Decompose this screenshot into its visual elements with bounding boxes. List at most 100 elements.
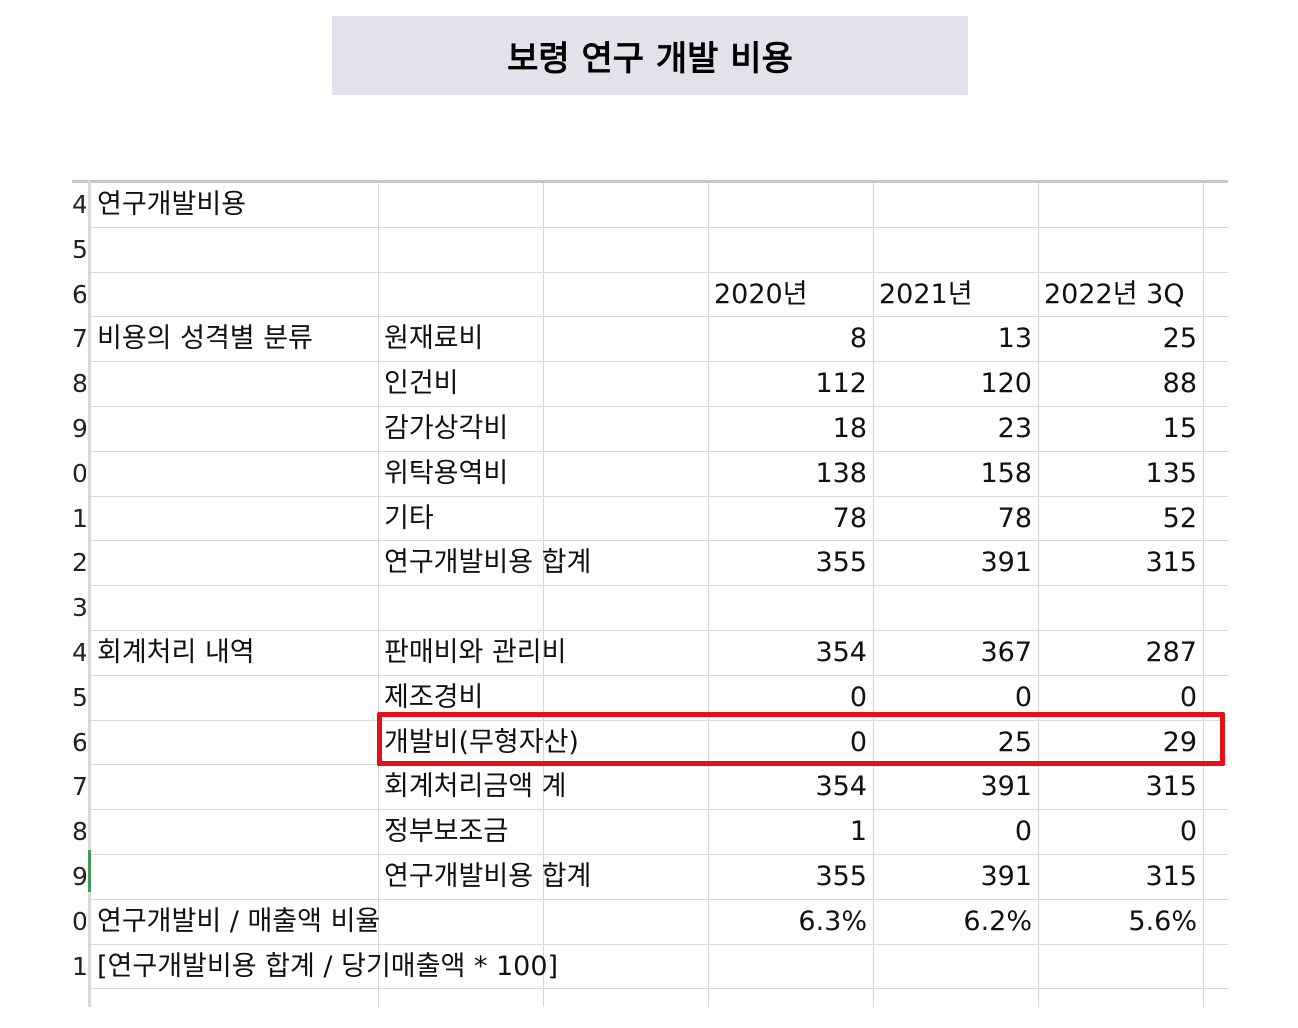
row-number[interactable]: 0 <box>72 906 86 936</box>
row-number[interactable]: 6 <box>72 279 86 309</box>
item-cell[interactable]: 감가상각비 <box>384 413 509 444</box>
value-cell[interactable]: 0 <box>849 726 867 758</box>
item-cell[interactable]: 인건비 <box>384 368 459 400</box>
value-cell[interactable]: 391 <box>980 771 1032 803</box>
value-cell[interactable]: 78 <box>997 502 1032 534</box>
value-cell[interactable]: 25 <box>997 726 1032 758</box>
value-cell[interactable]: 391 <box>980 547 1032 579</box>
value-cell[interactable]: 315 <box>1145 861 1197 892</box>
row-number[interactable]: 0 <box>72 458 86 488</box>
grid-column-line <box>378 183 379 1007</box>
row-number[interactable]: 5 <box>72 682 86 712</box>
grid-row-line <box>91 271 1228 273</box>
item-cell[interactable]: 개발비(무형자산) <box>384 726 579 758</box>
row-number[interactable]: 6 <box>72 727 86 757</box>
row-number[interactable]: 3 <box>72 593 86 623</box>
value-cell[interactable]: 88 <box>1162 368 1197 400</box>
row-header-border <box>88 180 91 1007</box>
grid-row-line <box>91 674 1228 676</box>
value-cell[interactable]: 367 <box>980 637 1032 668</box>
value-cell[interactable]: 355 <box>815 861 867 892</box>
grid-row-line <box>91 854 1228 855</box>
value-cell[interactable]: 120 <box>980 368 1032 400</box>
value-cell[interactable]: 6.2% <box>963 905 1032 937</box>
value-cell[interactable]: 0 <box>1014 681 1032 713</box>
item-cell[interactable]: 정부보조금 <box>384 816 509 848</box>
value-cell[interactable]: 6.3% <box>798 905 867 937</box>
value-cell[interactable]: 23 <box>997 413 1032 444</box>
item-cell[interactable]: 기타 <box>384 502 434 534</box>
spreadsheet[interactable]: 4 연구개발비용 5 6 2020년 2021년 2022년 3Q 7 비용의 성격별 분류 원재… <box>72 175 1228 1007</box>
item-cell[interactable]: 원재료비 <box>384 323 484 355</box>
value-cell[interactable]: 138 <box>815 457 867 489</box>
item-cell[interactable]: 회계처리금액 계 <box>384 771 567 803</box>
value-cell[interactable]: 287 <box>1145 637 1197 668</box>
row-number[interactable]: 5 <box>72 234 86 264</box>
row-number[interactable]: 4 <box>72 638 86 667</box>
grid-row-line <box>91 943 1228 945</box>
row-number[interactable]: 2 <box>72 548 86 578</box>
value-cell[interactable]: 15 <box>1162 413 1197 444</box>
item-cell[interactable]: 판매비와 관리비 <box>384 637 567 668</box>
value-cell[interactable]: 135 <box>1145 457 1197 489</box>
category-cell[interactable]: 비용의 성격별 분류 <box>97 323 313 355</box>
value-cell[interactable]: 354 <box>815 637 867 668</box>
item-cell[interactable]: 연구개발비용 합계 <box>384 861 592 892</box>
value-cell[interactable]: 13 <box>997 323 1032 355</box>
value-cell[interactable]: 5.6% <box>1128 905 1197 937</box>
value-cell[interactable]: 25 <box>1162 323 1197 355</box>
row-number[interactable]: 1 <box>72 503 86 533</box>
grid-column-line <box>1038 183 1039 1007</box>
item-cell[interactable]: 제조경비 <box>384 681 484 713</box>
value-cell[interactable]: 52 <box>1162 502 1197 534</box>
value-cell[interactable]: 355 <box>815 547 867 579</box>
value-cell[interactable]: 0 <box>1179 816 1197 848</box>
item-cell[interactable]: 연구개발비용 합계 <box>384 547 592 579</box>
value-cell[interactable]: 78 <box>832 502 867 534</box>
row-number[interactable]: 7 <box>72 772 86 802</box>
category-cell[interactable]: 회계처리 내역 <box>97 637 255 668</box>
item-cell[interactable]: 위탁용역비 <box>384 457 509 489</box>
row-number[interactable]: 7 <box>72 324 86 354</box>
value-cell[interactable]: 0 <box>1179 681 1197 713</box>
row-number[interactable]: 9 <box>72 414 86 443</box>
grid-row-line <box>91 809 1228 811</box>
row-number[interactable]: 8 <box>72 369 86 399</box>
grid-row-line <box>91 540 1228 542</box>
grid-row-line <box>91 719 1228 721</box>
value-cell[interactable]: 1 <box>849 816 867 848</box>
value-cell[interactable]: 112 <box>815 368 867 400</box>
value-cell[interactable]: 8 <box>849 323 867 355</box>
grid-row-line <box>91 988 1228 990</box>
value-cell[interactable]: 354 <box>815 771 867 803</box>
row-number[interactable]: 4 <box>72 190 86 219</box>
grid-column-line <box>873 183 874 1007</box>
year-header-cell[interactable]: 2021년 <box>879 278 973 310</box>
value-cell[interactable]: 391 <box>980 861 1032 892</box>
grid-row-line <box>91 316 1228 318</box>
value-cell[interactable]: 0 <box>849 681 867 713</box>
category-cell[interactable]: 연구개발비 / 매출액 비율 <box>97 905 381 937</box>
highlight-box-development-cost <box>377 712 1225 766</box>
row-number[interactable]: 8 <box>72 817 86 847</box>
year-header-cell[interactable]: 2022년 3Q <box>1044 278 1185 310</box>
value-cell[interactable]: 158 <box>980 457 1032 489</box>
grid-row-line <box>91 450 1228 452</box>
category-cell[interactable]: [연구개발비용 합계 / 당기매출액 * 100] <box>97 950 559 982</box>
year-header-cell[interactable]: 2020년 <box>714 278 808 310</box>
row-number[interactable]: 1 <box>72 951 86 981</box>
grid-row-line <box>91 406 1228 407</box>
value-cell[interactable]: 315 <box>1145 547 1197 579</box>
value-cell[interactable]: 29 <box>1162 726 1197 758</box>
page-title: 보령 연구 개발 비용 <box>332 16 968 95</box>
row-number[interactable]: 9 <box>72 862 86 891</box>
grid-column-line <box>543 183 544 1007</box>
value-cell[interactable]: 0 <box>1014 816 1032 848</box>
grid-row-line <box>91 361 1228 363</box>
grid-row-line <box>91 226 1228 228</box>
category-cell[interactable]: 연구개발비용 <box>97 189 247 220</box>
value-cell[interactable]: 315 <box>1145 771 1197 803</box>
value-cell[interactable]: 18 <box>832 413 867 444</box>
grid-row-line <box>91 630 1228 631</box>
grid-row-line <box>91 495 1228 497</box>
